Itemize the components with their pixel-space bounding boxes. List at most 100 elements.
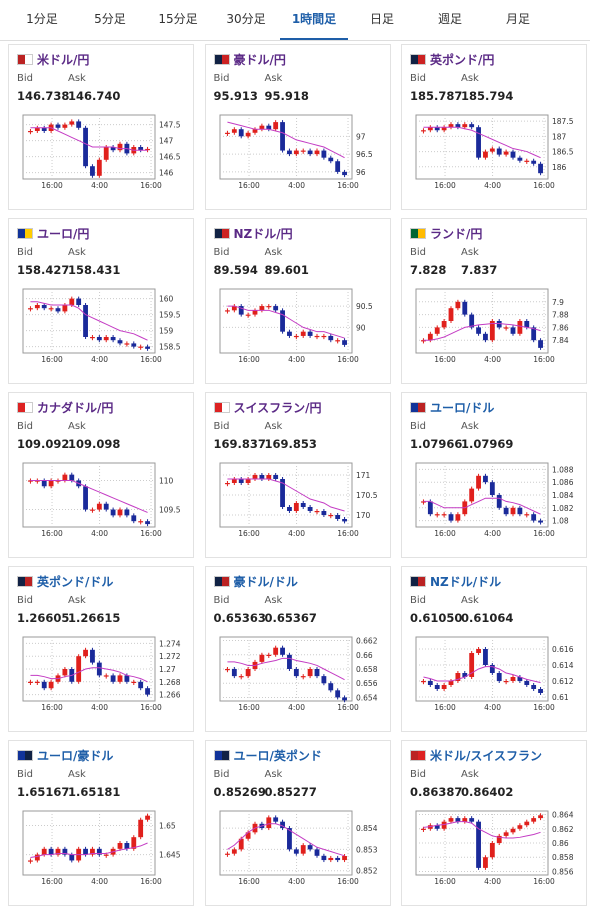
candle bbox=[489, 843, 495, 858]
candle bbox=[138, 819, 144, 838]
x-tick-label: 4:00 bbox=[484, 703, 501, 712]
candle bbox=[327, 335, 333, 341]
mini-chart: 7.84 7.86 7.88 7.9 16:00 4:00 16:00 bbox=[415, 288, 569, 364]
candle bbox=[300, 331, 306, 336]
candle bbox=[320, 855, 326, 861]
ask-label: Ask bbox=[68, 247, 86, 258]
candle bbox=[83, 848, 88, 855]
rate-card[interactable]: NZドル/円 Bid Ask 89.594 89.601 90 90.5 16:00 4:00 1… bbox=[204, 218, 391, 384]
bid-value: 158.427 bbox=[17, 263, 70, 277]
rate-card[interactable]: 米ドル/スイスフラン Bid Ask 0.86387 0.86402 0.856 0.858… bbox=[401, 740, 587, 906]
pair-title: 英ポンド/円 bbox=[430, 53, 495, 67]
rate-card[interactable]: ユーロ/ドル Bid Ask 1.07966 1.07969 1.08 1.082 1.084… bbox=[401, 392, 587, 558]
candle bbox=[524, 160, 530, 162]
mini-chart: 1.645 1.65 16:00 4:00 16:00 bbox=[22, 810, 181, 886]
rate-card[interactable]: NZドル/ドル Bid Ask 0.61050 0.61064 0.61 0.612 0.61… bbox=[401, 566, 587, 732]
rate-card[interactable]: ランド/円 Bid Ask 7.828 7.837 7.84 7.86 7.88 7.9 16:0… bbox=[401, 218, 587, 384]
mini-chart: 0.852 0.853 0.854 16:00 4:00 16:00 bbox=[219, 810, 377, 886]
candle bbox=[524, 321, 530, 328]
rate-card[interactable]: 英ポンド/ドル Bid Ask 1.26605 1.26615 1.266 1.268 1.2… bbox=[8, 566, 194, 732]
timeframe-tab[interactable]: 日足 bbox=[369, 12, 394, 26]
timeframe-tab[interactable]: 月足 bbox=[505, 12, 530, 26]
candle bbox=[28, 681, 33, 683]
bid-value: 95.913 bbox=[213, 89, 258, 103]
candle bbox=[55, 480, 61, 482]
x-tick-label: 16:00 bbox=[41, 355, 63, 364]
candle bbox=[496, 321, 502, 328]
rate-card[interactable]: ユーロ/豪ドル Bid Ask 1.65167 1.65181 1.645 1.65 16:0… bbox=[8, 740, 194, 906]
moving-average bbox=[30, 479, 148, 513]
x-tick-label: 4:00 bbox=[288, 703, 305, 712]
ask-value: 158.431 bbox=[68, 263, 121, 277]
candle bbox=[476, 475, 481, 489]
mini-chart: 0.61 0.612 0.614 0.616 16:00 4:00 16:00 bbox=[415, 636, 574, 712]
timeframe-tab[interactable]: 1分足 bbox=[26, 12, 58, 26]
candle bbox=[231, 669, 237, 677]
candle bbox=[90, 649, 95, 663]
timeframe-tab[interactable]: 5分足 bbox=[94, 12, 126, 26]
candle bbox=[476, 821, 481, 868]
x-tick-label: 16:00 bbox=[41, 703, 63, 712]
rate-card[interactable]: 米ドル/円 Bid Ask 146.738 146.740 146 146.5 147 147.… bbox=[8, 44, 194, 210]
pair-title: 米ドル/円 bbox=[37, 53, 90, 67]
candle bbox=[265, 125, 271, 130]
rate-card[interactable]: 英ポンド/円 Bid Ask 185.787 185.794 186 186.5 187 187… bbox=[401, 44, 587, 210]
moving-average bbox=[226, 121, 345, 159]
candle bbox=[272, 647, 278, 655]
candle bbox=[510, 507, 516, 515]
timeframe-tab[interactable]: 週足 bbox=[437, 12, 462, 26]
candle bbox=[469, 488, 475, 502]
rate-card[interactable]: 豪ドル/ドル Bid Ask 0.65363 0.65367 0.654 0.656 0.65… bbox=[204, 566, 391, 732]
candle bbox=[327, 683, 333, 691]
moving-average bbox=[30, 842, 148, 859]
timeframe-tab[interactable]: 1時間足 bbox=[280, 0, 348, 40]
flag-icon bbox=[410, 54, 426, 65]
ask-label: Ask bbox=[68, 595, 86, 606]
bid-label: Bid bbox=[17, 421, 33, 432]
rate-card[interactable]: ユーロ/円 Bid Ask 158.427 158.431 158.5 159 159.5 16… bbox=[8, 218, 194, 384]
candle bbox=[83, 305, 88, 337]
pair-title: ユーロ/円 bbox=[37, 227, 90, 241]
rate-card[interactable]: カナダドル/円 Bid Ask 109.092 109.098 109.5 110 16:00… bbox=[8, 392, 194, 558]
candle bbox=[314, 849, 319, 856]
y-tick-label: 96.5 bbox=[356, 150, 373, 159]
candle bbox=[83, 486, 88, 510]
candle bbox=[265, 817, 271, 829]
candle bbox=[272, 122, 278, 130]
timeframe-tab[interactable]: 30分足 bbox=[226, 12, 266, 26]
candle bbox=[483, 333, 488, 341]
candle bbox=[34, 854, 40, 861]
y-tick-label: 96 bbox=[356, 168, 366, 177]
x-tick-label: 16:00 bbox=[337, 529, 359, 538]
candle bbox=[103, 503, 109, 510]
timeframe-tabs: 1分足 5分足 15分足 30分足 1時間足 日足 週足 月足 bbox=[0, 0, 590, 41]
bid-value: 185.787 bbox=[410, 89, 463, 103]
candle bbox=[427, 333, 433, 341]
candle bbox=[28, 308, 33, 310]
candle bbox=[96, 159, 102, 176]
candle bbox=[245, 314, 251, 316]
candle bbox=[517, 507, 523, 515]
rate-card[interactable]: スイスフラン/円 Bid Ask 169.837 169.853 170 170.5 171 1… bbox=[204, 392, 391, 558]
x-tick-label: 16:00 bbox=[140, 877, 162, 886]
candle bbox=[462, 124, 468, 128]
candle bbox=[503, 327, 509, 329]
candle bbox=[483, 151, 488, 158]
rate-card[interactable]: ユーロ/英ポンド Bid Ask 0.85269 0.85277 0.852 0.853 0.… bbox=[204, 740, 391, 906]
x-tick-label: 16:00 bbox=[337, 181, 359, 190]
candle bbox=[476, 127, 481, 158]
x-tick-label: 16:00 bbox=[434, 529, 456, 538]
candle bbox=[41, 681, 47, 689]
flag-icon bbox=[17, 402, 33, 413]
pair-title: 英ポンド/ドル bbox=[37, 575, 114, 589]
bid-label: Bid bbox=[410, 595, 426, 606]
y-tick-label: 1.272 bbox=[159, 652, 181, 661]
candle bbox=[469, 653, 475, 677]
y-tick-label: 0.662 bbox=[356, 637, 378, 646]
candle bbox=[117, 143, 123, 151]
timeframe-tab[interactable]: 15分足 bbox=[158, 12, 198, 26]
candle bbox=[320, 676, 326, 684]
rate-card[interactable]: 豪ドル/円 Bid Ask 95.913 95.918 96 96.5 97 16:00 4:00… bbox=[204, 44, 391, 210]
bid-label: Bid bbox=[213, 247, 230, 258]
candle bbox=[503, 681, 509, 683]
